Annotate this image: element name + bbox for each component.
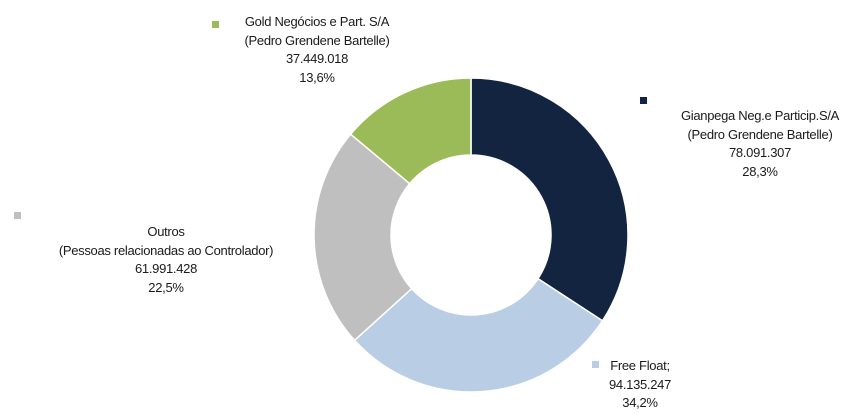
label-gold-sub: (Pedro Grendene Bartelle) xyxy=(244,32,390,48)
label-gianpega-value: 78.091.307 xyxy=(728,145,792,160)
label-outros: Outros (Pessoas relacionadas ao Controla… xyxy=(58,223,274,297)
label-gianpega-percent: 28,3% xyxy=(742,163,778,179)
label-gold: Gold Negócios e Part. S/A (Pedro Grenden… xyxy=(245,13,390,87)
label-gianpega-name: Gianpega Neg.e Particip.S/A xyxy=(680,108,840,123)
label-outros-sub: (Pessoas relacionadas ao Controlador) xyxy=(58,242,274,258)
donut-slice-gold xyxy=(349,77,472,185)
legend-marker-free-float xyxy=(592,361,599,368)
donut-slice-outros xyxy=(313,133,413,342)
label-gold-value: 37.449.018 xyxy=(285,51,349,66)
label-free-float-percent: 34,2% xyxy=(622,395,658,410)
legend-marker-gianpega xyxy=(640,97,647,104)
label-outros-name: Outros xyxy=(147,224,185,239)
label-outros-percent: 22,5% xyxy=(148,279,184,295)
label-gold-name: Gold Negócios e Part. S/A xyxy=(244,14,390,29)
donut-slice-gianpega xyxy=(470,77,629,322)
label-free-float-name: Free Float; xyxy=(610,358,670,373)
legend-marker-outros xyxy=(14,212,21,219)
donut-slice-free-float xyxy=(353,277,604,393)
label-gold-percent: 13,6% xyxy=(299,69,335,85)
label-outros-value: 61.991.428 xyxy=(134,261,198,276)
legend-marker-gold xyxy=(212,21,219,28)
label-free-float: Free Float; 94.135.247 34,2% xyxy=(609,357,671,413)
label-gianpega-sub: (Pedro Grendene Bartelle) xyxy=(687,126,833,142)
label-gianpega: Gianpega Neg.e Particip.S/A (Pedro Grend… xyxy=(681,107,839,181)
label-free-float-value: 94.135.247 xyxy=(608,376,672,392)
